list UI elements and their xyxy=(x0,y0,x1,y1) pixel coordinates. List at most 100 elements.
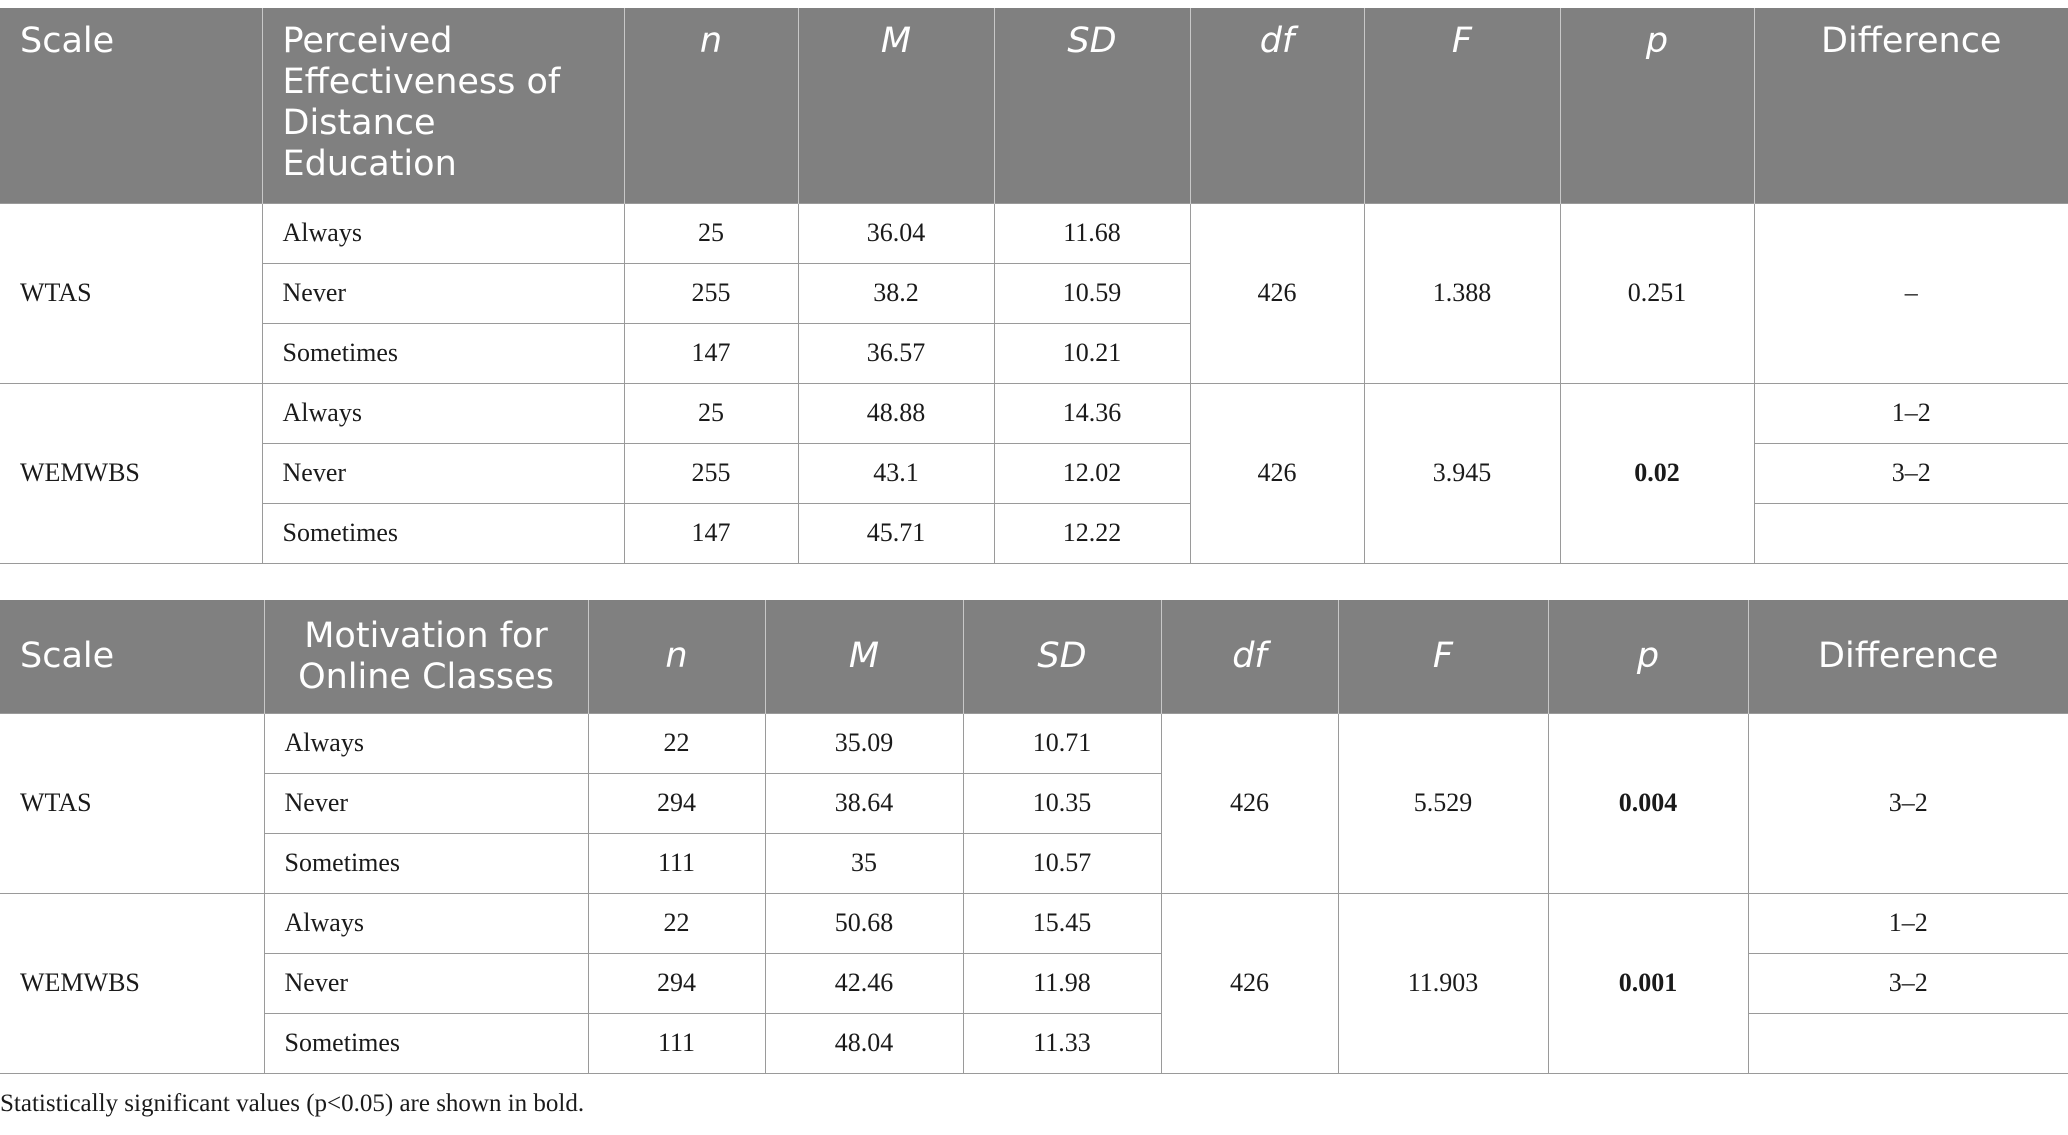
header-f: F xyxy=(1364,8,1561,203)
category-cell: Never xyxy=(263,772,589,834)
header-scale: Scale xyxy=(0,8,263,203)
p-cell: 0.251 xyxy=(1559,202,1755,384)
category-cell: Always xyxy=(263,892,589,954)
n-cell: 147 xyxy=(623,502,799,564)
table-row: WTAS Always 22 35.09 10.71 426 5.529 0.0… xyxy=(0,712,2068,894)
header-p: p xyxy=(1548,600,1749,713)
sd-cell: 12.02 xyxy=(993,442,1191,504)
scale-cell: WEMWBS xyxy=(0,892,265,1074)
sd-cell: 10.59 xyxy=(993,262,1190,324)
difference-cell: 3–2 xyxy=(1747,712,2068,894)
sd-cell: 10.57 xyxy=(962,832,1161,894)
table-row: Sometimes 147 36.57 10.21 xyxy=(0,322,2068,384)
difference-cell: 3–2 xyxy=(1753,442,2068,504)
category-cell: Never xyxy=(263,952,589,1014)
table-header-row: Scale Perceived Effectiveness of Distanc… xyxy=(0,8,2068,203)
n-cell: 294 xyxy=(587,772,766,834)
df-cell: 426 xyxy=(1189,382,1365,564)
n-cell: 25 xyxy=(623,202,799,264)
sd-cell: 11.68 xyxy=(993,202,1191,264)
category-cell: Always xyxy=(261,202,625,264)
category-cell: Sometimes xyxy=(263,1012,589,1074)
table-motivation-online-classes: Scale Motivation for Online Classes n M … xyxy=(0,600,2068,1074)
mean-cell: 50.68 xyxy=(764,892,964,954)
category-cell: Always xyxy=(263,712,589,774)
mean-cell: 38.2 xyxy=(797,262,995,324)
header-df: df xyxy=(1161,600,1339,713)
sd-cell: 11.98 xyxy=(962,952,1162,1014)
header-mean: M xyxy=(765,600,964,713)
table-row: WEMWBS Always 22 50.68 15.45 426 11.903 … xyxy=(0,892,2068,1074)
n-cell: 111 xyxy=(587,1012,766,1074)
table-header-row: Scale Motivation for Online Classes n M … xyxy=(0,600,2068,713)
table-row: Never 294 42.46 11.98 3–2 xyxy=(0,952,2068,1014)
sd-cell: 10.35 xyxy=(962,772,1161,834)
mean-cell: 36.04 xyxy=(797,202,995,264)
difference-cell: – xyxy=(1753,202,2068,384)
difference-cell: 3–2 xyxy=(1747,952,2068,1014)
table-row: WEMWBS Always 25 48.88 14.36 426 3.945 0… xyxy=(0,382,2068,564)
mean-cell: 36.57 xyxy=(797,322,995,384)
n-cell: 255 xyxy=(623,262,799,324)
mean-cell: 43.1 xyxy=(797,442,995,504)
mean-cell: 35 xyxy=(764,832,964,894)
difference-cell: 1–2 xyxy=(1753,382,2068,444)
df-cell: 426 xyxy=(1189,202,1365,384)
header-motivation: Motivation for Online Classes xyxy=(264,600,589,713)
mean-cell: 48.04 xyxy=(764,1012,964,1074)
mean-cell: 45.71 xyxy=(797,502,995,564)
sd-cell: 10.21 xyxy=(993,322,1190,384)
n-cell: 22 xyxy=(587,712,766,774)
header-p: p xyxy=(1560,8,1755,203)
header-n: n xyxy=(624,8,799,203)
header-n: n xyxy=(588,600,766,713)
category-cell: Never xyxy=(261,442,625,504)
sd-cell: 12.22 xyxy=(993,502,1191,564)
category-cell: Sometimes xyxy=(263,832,589,894)
table-row: WTAS Always 25 36.04 11.68 426 1.388 0.2… xyxy=(0,202,2068,384)
difference-cell xyxy=(1753,502,2068,564)
table-row: Never 255 43.1 12.02 3–2 xyxy=(0,442,2068,504)
sd-cell: 15.45 xyxy=(962,892,1162,954)
p-cell-significant: 0.001 xyxy=(1547,892,1749,1074)
mean-cell: 42.46 xyxy=(764,952,964,1014)
f-cell: 5.529 xyxy=(1337,712,1549,894)
header-difference: Difference xyxy=(1748,600,2068,713)
df-cell: 426 xyxy=(1160,892,1339,1074)
category-cell: Sometimes xyxy=(261,502,625,564)
scale-cell: WTAS xyxy=(0,712,265,894)
table-row: Never 255 38.2 10.59 xyxy=(0,262,2068,324)
sd-cell: 11.33 xyxy=(962,1012,1162,1074)
p-cell-significant: 0.004 xyxy=(1547,712,1749,894)
n-cell: 22 xyxy=(587,892,766,954)
f-cell: 1.388 xyxy=(1363,202,1561,384)
n-cell: 147 xyxy=(623,322,799,384)
f-cell: 3.945 xyxy=(1363,382,1561,564)
header-f: F xyxy=(1338,600,1549,713)
scale-cell: WEMWBS xyxy=(0,382,263,564)
mean-cell: 35.09 xyxy=(764,712,964,774)
header-scale: Scale xyxy=(0,600,265,713)
scale-cell: WTAS xyxy=(0,202,263,384)
table-row: Sometimes 147 45.71 12.22 xyxy=(0,502,2068,564)
difference-cell: 1–2 xyxy=(1747,892,2068,954)
table-row: Sometimes 111 48.04 11.33 xyxy=(0,1012,2068,1074)
header-sd: SD xyxy=(963,600,1162,713)
df-cell: 426 xyxy=(1160,712,1339,894)
header-sd: SD xyxy=(994,8,1191,203)
p-cell-significant: 0.02 xyxy=(1559,382,1755,564)
mean-cell: 38.64 xyxy=(764,772,964,834)
f-cell: 11.903 xyxy=(1337,892,1549,1074)
table-perceived-effectiveness: Scale Perceived Effectiveness of Distanc… xyxy=(0,8,2068,564)
mean-cell: 48.88 xyxy=(797,382,995,444)
header-mean: M xyxy=(798,8,995,203)
header-df: df xyxy=(1190,8,1365,203)
n-cell: 25 xyxy=(623,382,799,444)
n-cell: 255 xyxy=(623,442,799,504)
difference-cell xyxy=(1747,1012,2068,1074)
sd-cell: 10.71 xyxy=(962,712,1162,774)
n-cell: 111 xyxy=(587,832,766,894)
table-footnote: Statistically significant values (p<0.05… xyxy=(0,1090,585,1117)
n-cell: 294 xyxy=(587,952,766,1014)
header-perceived-effectiveness: Perceived Effectiveness of Distance Educ… xyxy=(262,8,625,203)
